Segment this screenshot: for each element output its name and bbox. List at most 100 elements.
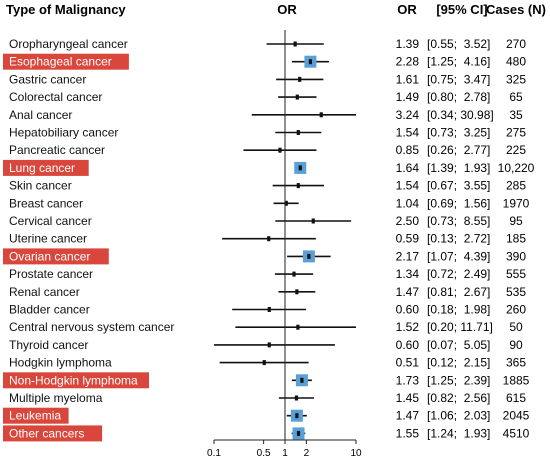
ci-value: [1.39; 1.93] <box>427 161 490 175</box>
table-row: Oropharyngeal cancer 1.39 [0.55; 3.52] 270 <box>9 37 526 51</box>
point-estimate <box>296 430 301 436</box>
table-row: Gastric cancer 1.61 [0.75; 3.47] 325 <box>9 72 526 86</box>
or-value: 1.39 <box>396 37 420 51</box>
or-value: 2.28 <box>396 55 420 69</box>
row-label: Thyroid cancer <box>9 338 88 352</box>
or-value: 1.52 <box>396 320 420 334</box>
point-estimate <box>300 377 304 383</box>
x-axis: 0.1 0.5 1 2 10 <box>207 30 362 459</box>
or-value: 1.54 <box>396 126 420 140</box>
or-value: 3.24 <box>396 108 420 122</box>
cases-value: 1970 <box>503 196 530 210</box>
cases-value: 325 <box>506 72 526 86</box>
table-row: Hodgkin lymphoma 0.51 [0.12; 2.15] 365 <box>9 356 526 370</box>
ci-value: [0.55; 3.52] <box>427 37 490 51</box>
or-value: 0.59 <box>396 232 420 246</box>
cases-value: 185 <box>506 232 526 246</box>
label-highlight <box>3 425 103 442</box>
row-label: Hepatobiliary cancer <box>9 126 118 140</box>
row-label: Skin cancer <box>9 179 72 193</box>
table-row: Other cancers 1.55 [1.24; 1.93] 4510 <box>3 425 530 442</box>
x-tick-label: 1 <box>282 448 288 459</box>
table-row: Anal cancer 3.24 [0.34; 30.98] 35 <box>9 108 523 122</box>
table-row: Skin cancer 1.54 [0.67; 3.55] 285 <box>9 179 526 193</box>
ci-value: [1.25; 4.16] <box>427 55 490 69</box>
label-highlight <box>3 372 149 389</box>
cases-value: 35 <box>509 108 523 122</box>
row-label: Cervical cancer <box>9 214 92 228</box>
cases-value: 615 <box>506 391 526 405</box>
cases-value: 4510 <box>503 426 530 440</box>
or-value: 1.49 <box>396 90 420 104</box>
ci-value: [1.06; 2.03] <box>427 409 490 423</box>
cases-value: 10,220 <box>498 161 535 175</box>
ci-value: [0.73; 8.55] <box>427 214 490 228</box>
x-tick-label: 0.5 <box>257 448 271 459</box>
table-row: Thyroid cancer 0.60 [0.07; 5.05] 90 <box>9 338 523 352</box>
or-value: 1.04 <box>396 196 420 210</box>
ci-value: [0.75; 3.47] <box>427 72 490 86</box>
cases-value: 275 <box>506 126 526 140</box>
x-tick-label: 10 <box>350 448 362 459</box>
ci-value: [1.07; 4.39] <box>427 249 490 263</box>
point-estimate <box>292 271 296 277</box>
table-row: Bladder cancer 0.60 [0.18; 1.98] 260 <box>9 303 526 317</box>
row-label: Leukemia <box>9 409 61 423</box>
point-estimate <box>298 165 302 171</box>
cases-value: 365 <box>506 356 526 370</box>
header-plot: OR <box>277 2 297 17</box>
label-highlight <box>3 248 109 265</box>
row-label: Multiple myeloma <box>9 391 103 405</box>
row-label: Breast cancer <box>9 196 83 210</box>
row-label: Prostate cancer <box>9 267 93 281</box>
cases-value: 260 <box>506 303 526 317</box>
table-row: Hepatobiliary cancer 1.54 [0.73; 3.25] 275 <box>9 126 526 140</box>
ci-value: [0.73; 3.25] <box>427 126 490 140</box>
ci-value: [0.26; 2.77] <box>427 143 490 157</box>
ci-value: [0.81; 2.67] <box>427 285 490 299</box>
point-estimate <box>296 130 300 135</box>
row-label: Non-Hodgkin lymphoma <box>9 373 138 387</box>
or-value: 2.17 <box>396 249 420 263</box>
cases-value: 390 <box>506 249 526 263</box>
ci-value: [0.13; 2.72] <box>427 232 490 246</box>
header-label: Type of Malignancy <box>6 2 126 17</box>
cases-value: 50 <box>509 320 523 334</box>
point-estimate <box>293 41 297 47</box>
ci-value: [0.67; 3.55] <box>427 179 490 193</box>
ci-value: [0.18; 1.98] <box>427 303 490 317</box>
row-label: Renal cancer <box>9 285 80 299</box>
ci-value: [0.07; 5.05] <box>427 338 490 352</box>
or-value: 1.47 <box>396 285 420 299</box>
ci-value: [0.82; 2.56] <box>427 391 490 405</box>
point-estimate <box>294 395 299 401</box>
ci-value: [0.34; 30.98] <box>427 108 494 122</box>
or-value: 1.61 <box>396 72 420 86</box>
table-row: Cervical cancer 2.50 [0.73; 8.55] 95 <box>9 214 523 228</box>
ci-value: [1.25; 2.39] <box>427 373 490 387</box>
row-label: Hodgkin lymphoma <box>9 356 112 370</box>
point-estimate <box>284 200 288 206</box>
point-estimate <box>267 236 271 242</box>
point-estimate <box>319 112 323 118</box>
or-value: 1.64 <box>396 161 420 175</box>
label-highlight <box>3 53 129 70</box>
ci-value: [0.20; 11.71] <box>427 320 493 334</box>
point-estimate <box>295 94 299 100</box>
ci-value: [0.72; 2.49] <box>427 267 490 281</box>
or-value: 1.45 <box>396 391 420 405</box>
label-highlight <box>3 407 69 424</box>
point-estimate <box>296 324 300 330</box>
cases-value: 285 <box>506 179 526 193</box>
table-row: Pancreatic cancer 0.85 [0.26; 2.77] 225 <box>9 143 526 157</box>
or-value: 0.60 <box>396 303 420 317</box>
x-tick-label: 2 <box>304 448 310 459</box>
ci-value: [0.80; 2.78] <box>427 90 490 104</box>
or-value: 1.54 <box>396 179 420 193</box>
row-label: Oropharyngeal cancer <box>9 37 128 51</box>
cases-value: 65 <box>509 90 523 104</box>
ci-value: [1.24; 1.93] <box>427 426 490 440</box>
table-row: Ovarian cancer 2.17 [1.07; 4.39] 390 <box>3 248 526 265</box>
row-label: Central nervous system cancer <box>9 320 174 334</box>
